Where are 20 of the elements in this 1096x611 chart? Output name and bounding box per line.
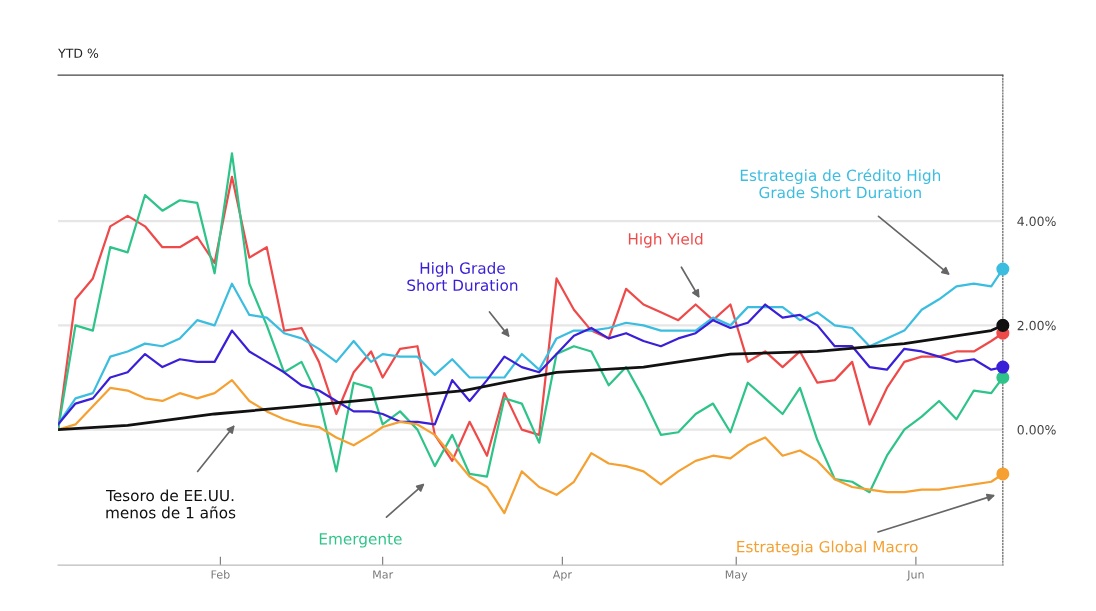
x-tick-label: May <box>725 570 748 581</box>
text: Emergente <box>319 533 402 548</box>
text: High Grade Short Duration <box>407 262 518 292</box>
point <box>996 318 1010 332</box>
point <box>996 371 1010 385</box>
x-tick-label: Jun <box>906 570 924 581</box>
y-tick-label: 2.00% <box>1017 320 1056 331</box>
text: Tesoro de EE.UU. menos de 1 años <box>106 489 236 519</box>
y-axis-title: YTD % <box>58 48 99 59</box>
x-tick-label: Mar <box>373 570 394 579</box>
text: Estrategia Global Macro <box>737 540 918 556</box>
text: High Yield <box>628 232 703 248</box>
x-tick-label: Feb <box>211 570 230 579</box>
text: Estrategia de Crédito High Grade Short Duration <box>740 168 941 199</box>
point <box>996 360 1010 374</box>
y-tick-label: 0.00% <box>1017 425 1056 435</box>
point <box>996 467 1010 481</box>
x-tick-label: Apr <box>552 570 572 581</box>
y-tick-label: 4.00% <box>1017 216 1056 227</box>
point <box>996 262 1010 276</box>
